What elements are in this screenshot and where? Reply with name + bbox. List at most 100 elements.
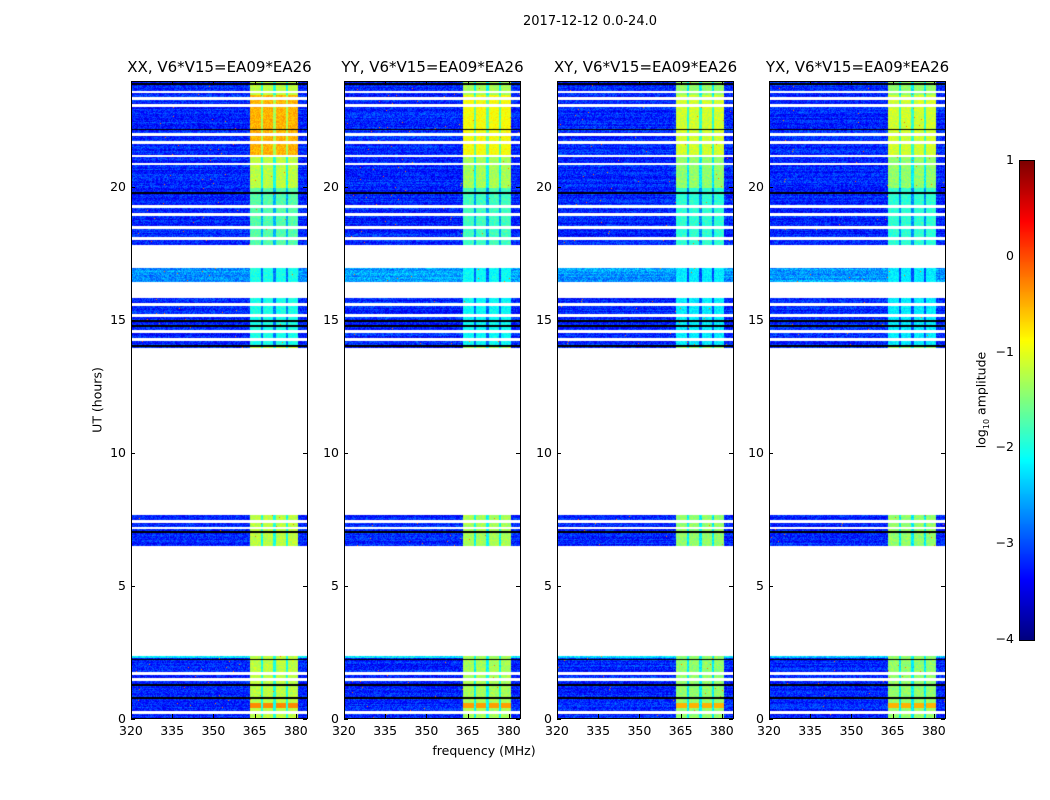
- x-tick-mark: [467, 714, 469, 718]
- figure-title: 2017-12-12 0.0-24.0: [523, 14, 657, 29]
- colorbar-tick-label: −2: [995, 439, 1014, 455]
- y-tick-mark: [344, 187, 348, 189]
- x-tick-mark: [467, 81, 469, 85]
- x-tick-mark: [769, 81, 770, 85]
- x-tick-mark: [810, 81, 812, 85]
- x-tick-mark: [213, 714, 215, 718]
- x-tick-label: 320: [545, 723, 569, 738]
- panel-title: YX, V6*V15=EA09*EA26: [765, 58, 950, 76]
- x-tick-label: 365: [242, 723, 267, 738]
- x-tick-label: 335: [373, 723, 398, 738]
- y-tick-label: 0: [756, 711, 764, 726]
- x-tick-label: 320: [332, 723, 356, 738]
- y-tick-label: 15: [748, 312, 764, 328]
- x-tick-mark: [426, 81, 428, 85]
- y-tick-mark: [941, 453, 945, 455]
- y-tick-mark: [769, 320, 773, 322]
- x-tick-mark: [131, 81, 132, 85]
- x-tick-mark: [933, 714, 935, 718]
- x-tick-label: 380: [283, 723, 308, 738]
- y-tick-label: 15: [323, 312, 339, 328]
- y-tick-mark: [131, 187, 135, 189]
- x-tick-mark: [254, 714, 256, 718]
- x-tick-mark: [131, 714, 132, 718]
- panel-xx: XX, V6*V15=EA09*EA26 320 335 350 365 380 0 5 10 1…: [110, 58, 312, 738]
- y-tick-mark: [516, 586, 520, 588]
- colorbar-tick-label: −4: [995, 631, 1014, 646]
- x-tick-mark: [213, 81, 215, 85]
- y-tick-mark: [769, 719, 773, 720]
- x-tick-label: 350: [627, 723, 652, 738]
- y-tick-mark: [729, 320, 733, 322]
- y-tick-mark: [344, 586, 348, 588]
- y-tick-mark: [769, 453, 773, 455]
- y-tick-label: 10: [536, 445, 552, 461]
- x-tick-mark: [721, 81, 723, 85]
- x-tick-mark: [295, 714, 297, 718]
- x-tick-mark: [172, 81, 174, 85]
- y-tick-label: 15: [536, 312, 552, 328]
- y-tick-label: 10: [323, 445, 339, 461]
- y-tick-mark: [729, 586, 733, 588]
- x-tick-mark: [639, 81, 641, 85]
- x-tick-mark: [598, 714, 600, 718]
- y-tick-mark: [303, 187, 307, 189]
- y-tick-mark: [941, 320, 945, 322]
- heatmap-image: [769, 81, 946, 719]
- x-tick-label: 350: [839, 723, 864, 738]
- colorbar-tick-label: 0: [1006, 247, 1014, 263]
- axes-frame: [557, 81, 734, 719]
- panel-yx: YX, V6*V15=EA09*EA26 320 335 350 365 380 0 5 10 1…: [748, 58, 949, 738]
- x-tick-mark: [508, 81, 510, 85]
- x-tick-mark: [680, 81, 682, 85]
- y-tick-label: 20: [748, 179, 764, 195]
- x-tick-label: 365: [880, 723, 905, 738]
- y-tick-mark: [941, 187, 945, 189]
- x-tick-mark: [385, 714, 387, 718]
- colorbar-label-text: amplitude: [973, 351, 989, 419]
- y-tick-label: 15: [110, 312, 126, 328]
- y-tick-mark: [303, 719, 307, 720]
- y-tick-mark: [516, 453, 520, 455]
- y-tick-label: 20: [536, 179, 552, 195]
- y-tick-mark: [769, 187, 773, 189]
- x-tick-mark: [851, 81, 853, 85]
- y-tick-label: 5: [331, 578, 339, 594]
- x-tick-mark: [892, 81, 894, 85]
- y-tick-label: 10: [110, 445, 126, 461]
- x-tick-mark: [598, 81, 600, 85]
- y-tick-mark: [557, 453, 561, 455]
- x-tick-label: 380: [496, 723, 521, 738]
- panel-yy: YY, V6*V15=EA09*EA26 320 335 350 365 380 0 5 10 1…: [323, 58, 524, 738]
- x-tick-mark: [892, 714, 894, 718]
- y-tick-mark: [557, 719, 561, 720]
- y-tick-label: 0: [331, 711, 339, 726]
- x-tick-label: 320: [119, 723, 143, 738]
- x-tick-label: 380: [921, 723, 946, 738]
- panel-xy: XY, V6*V15=EA09*EA26 320 335 350 365 380 0 5 10 1…: [536, 58, 737, 738]
- heatmap-image: [131, 81, 308, 719]
- y-tick-mark: [303, 586, 307, 588]
- x-tick-mark: [851, 714, 853, 718]
- y-tick-label: 0: [544, 711, 552, 726]
- x-tick-mark: [721, 714, 723, 718]
- y-tick-mark: [131, 453, 135, 455]
- axes-frame: [344, 81, 521, 719]
- y-tick-mark: [769, 586, 773, 588]
- y-tick-mark: [344, 320, 348, 322]
- y-tick-mark: [729, 719, 733, 720]
- y-tick-mark: [729, 453, 733, 455]
- x-tick-label: 320: [757, 723, 781, 738]
- colorbar-tick-label: −1: [995, 343, 1014, 359]
- y-tick-mark: [941, 586, 945, 588]
- colorbar: [1019, 160, 1035, 641]
- x-tick-mark: [385, 81, 387, 85]
- y-tick-mark: [557, 320, 561, 322]
- x-tick-mark: [769, 714, 770, 718]
- y-tick-label: 5: [544, 578, 552, 594]
- x-tick-mark: [810, 714, 812, 718]
- y-tick-mark: [131, 719, 135, 720]
- x-tick-label: 350: [414, 723, 439, 738]
- x-tick-mark: [344, 81, 345, 85]
- y-tick-label: 20: [323, 179, 339, 195]
